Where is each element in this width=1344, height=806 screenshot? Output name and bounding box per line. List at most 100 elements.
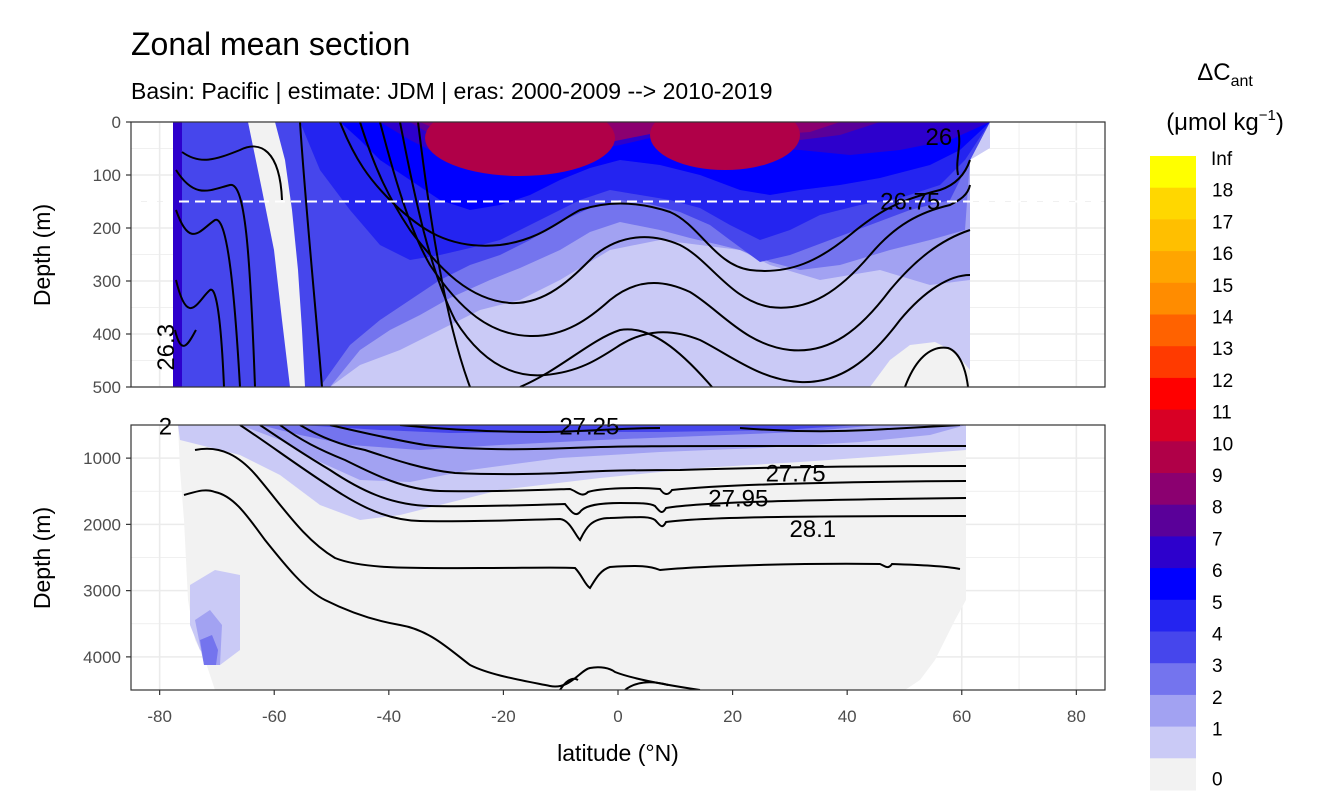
legend: ΔCant (μmol kg−1) Inf1817161514131211109… bbox=[1150, 59, 1284, 791]
isopycnal-line bbox=[259, 425, 967, 516]
y-tick-label: 100 bbox=[93, 166, 121, 185]
upper-isopycnals bbox=[174, 122, 971, 387]
chart-title: Zonal mean section bbox=[131, 26, 410, 62]
legend-swatch bbox=[1150, 441, 1196, 474]
legend-label: 6 bbox=[1212, 561, 1223, 582]
legend-swatch bbox=[1150, 282, 1196, 315]
legend-swatch bbox=[1150, 377, 1196, 411]
isopycnal-line bbox=[175, 169, 256, 387]
field-low-strip bbox=[248, 122, 305, 387]
lower-y-axis-label: Depth (m) bbox=[29, 507, 55, 609]
isopycnal-line bbox=[624, 681, 669, 690]
isopycnal-line bbox=[399, 425, 661, 434]
legend-label: 17 bbox=[1212, 212, 1233, 233]
isopycnal-line bbox=[519, 328, 713, 387]
legend-label: 12 bbox=[1212, 371, 1233, 392]
legend-swatch bbox=[1150, 187, 1196, 220]
upper-panel: 26 26.75 26.3 0 100 200 300 400 500 Depth (m) bbox=[29, 113, 1106, 397]
contour-label: 27.25 bbox=[559, 413, 619, 440]
field-edge-south bbox=[173, 122, 182, 387]
legend-swatch bbox=[1150, 314, 1196, 347]
field-deep-band-4 bbox=[300, 425, 860, 433]
legend-swatch bbox=[1150, 504, 1196, 537]
legend-label: 15 bbox=[1212, 276, 1233, 297]
y-tick-label: 300 bbox=[93, 272, 121, 291]
isopycnal-line bbox=[183, 489, 701, 690]
contour-label: 2 bbox=[159, 413, 172, 440]
x-tick-label: -40 bbox=[377, 707, 402, 726]
isopycnal-line bbox=[399, 122, 971, 384]
y-tick-label: 400 bbox=[93, 325, 121, 344]
y-tick-label: 0 bbox=[112, 113, 121, 132]
legend-label: 7 bbox=[1212, 529, 1223, 550]
chart-subtitle: Basin: Pacific | estimate: JDM | eras: 2… bbox=[131, 78, 773, 104]
legend-label: 1 bbox=[1212, 720, 1223, 741]
isopycnal-line bbox=[339, 122, 971, 272]
legend-label: 3 bbox=[1212, 656, 1223, 677]
lower-isopycnals bbox=[183, 425, 967, 690]
contour-label: 28.1 bbox=[789, 516, 836, 543]
isopycnal-line bbox=[904, 346, 969, 387]
isopycnal-line bbox=[379, 122, 971, 352]
isopycnal-line bbox=[175, 279, 225, 387]
legend-swatch bbox=[1150, 473, 1196, 506]
legend-label: 4 bbox=[1212, 625, 1223, 646]
isopycnal-line bbox=[559, 677, 579, 690]
y-tick-label: 1000 bbox=[83, 449, 121, 468]
legend-swatch bbox=[1150, 251, 1196, 284]
legend-swatch bbox=[1150, 694, 1196, 728]
upper-y-axis-label: Depth (m) bbox=[29, 204, 55, 306]
x-tick-label: 20 bbox=[723, 707, 742, 726]
contour-label: 26.75 bbox=[880, 189, 940, 216]
x-tick-label: -20 bbox=[491, 707, 516, 726]
legend-swatch bbox=[1150, 663, 1196, 696]
legend-label: 8 bbox=[1212, 498, 1223, 519]
legend-swatch bbox=[1150, 758, 1196, 791]
field-core-north bbox=[650, 122, 800, 170]
legend-swatch bbox=[1150, 156, 1196, 189]
legend-swatch bbox=[1150, 409, 1196, 442]
isopycnal-line bbox=[299, 425, 967, 476]
legend-label: 5 bbox=[1212, 593, 1223, 614]
legend-label: 0 bbox=[1212, 769, 1223, 790]
y-tick-label: 4000 bbox=[83, 648, 121, 667]
isopycnal-line bbox=[181, 145, 283, 201]
x-tick-label: 60 bbox=[952, 707, 971, 726]
lower-panel-field bbox=[178, 425, 967, 690]
x-tick-label: 80 bbox=[1067, 707, 1086, 726]
legend-swatch bbox=[1150, 631, 1196, 664]
legend-swatch bbox=[1150, 568, 1196, 601]
x-tick-label: -80 bbox=[147, 707, 172, 726]
legend-swatch bbox=[1150, 599, 1196, 632]
y-tick-label: 500 bbox=[93, 378, 121, 397]
x-axis-label: latitude (°N) bbox=[557, 740, 679, 766]
legend-swatch bbox=[1150, 536, 1196, 569]
legend-swatch bbox=[1150, 219, 1196, 252]
field-low-north bbox=[870, 342, 970, 387]
legend-title: ΔCant bbox=[1197, 59, 1253, 90]
legend-label: 9 bbox=[1212, 466, 1223, 487]
isopycnal-line bbox=[739, 425, 961, 433]
isopycnal-line bbox=[329, 425, 966, 451]
field-core-south bbox=[425, 122, 615, 176]
field-deep-patch-3 bbox=[200, 635, 218, 665]
isopycnal-line bbox=[417, 122, 471, 387]
x-tick-label: 40 bbox=[838, 707, 857, 726]
legend-label: 10 bbox=[1212, 434, 1233, 455]
x-axis: -80 -60 -40 -20 0 20 40 60 80 bbox=[147, 690, 1086, 726]
isopycnal-line bbox=[239, 425, 967, 542]
lower-y-axis: 1000 2000 3000 4000 bbox=[83, 449, 131, 667]
contour-label: 26.3 bbox=[153, 324, 180, 371]
upper-panel-field bbox=[173, 122, 990, 387]
legend-swatch bbox=[1150, 726, 1196, 759]
legend-label: 16 bbox=[1212, 244, 1233, 265]
isopycnal-line bbox=[194, 447, 961, 590]
upper-panel-frame bbox=[130, 121, 1106, 388]
isopycnal-line bbox=[956, 129, 961, 176]
legend-label: 13 bbox=[1212, 339, 1233, 360]
legend-label: 2 bbox=[1212, 688, 1223, 709]
legend-label: 11 bbox=[1212, 403, 1232, 424]
